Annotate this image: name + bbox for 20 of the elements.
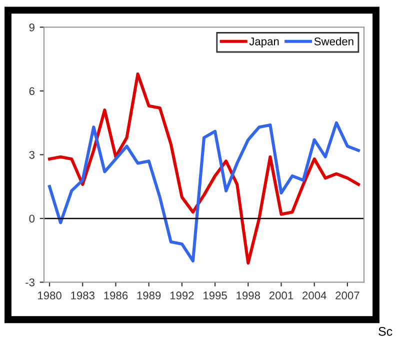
x-tick-label: 1998 [236,292,260,300]
x-tick-label: 1986 [104,292,128,300]
x-tick-label: 2001 [269,292,294,300]
x-tick-label: 1980 [38,292,62,300]
legend-label: Japan [249,38,279,48]
line-series [48,72,360,265]
text: Sc [378,326,392,336]
x-tick-label: 2007 [336,292,360,300]
x-tick-label: 1989 [137,292,161,300]
line-series [48,121,360,262]
x-tick-label: 2004 [302,292,326,300]
y-tick-label: 9 [29,23,34,32]
x-tick-label: 1995 [204,292,227,300]
y-tick-label: -3 [26,278,34,286]
legend-label: Sweden [314,37,354,46]
y-tick-label: 3 [29,150,34,159]
x-tick-label: 1983 [71,292,94,300]
x-tick-label: 1992 [170,292,194,300]
y-tick-label: 0 [29,214,35,223]
y-tick-label: 6 [29,87,34,96]
